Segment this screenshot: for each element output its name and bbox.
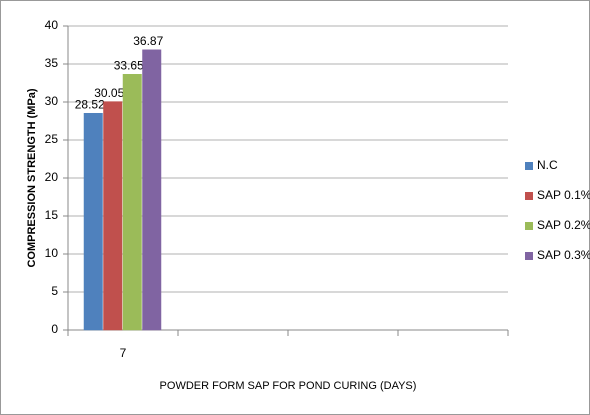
legend-swatch — [525, 252, 533, 260]
legend-label: N.C — [537, 158, 558, 172]
legend-label: SAP 0.1% — [537, 188, 590, 202]
data-label: 30.05 — [94, 86, 124, 100]
legend-swatch — [525, 222, 533, 230]
legend-swatch — [525, 192, 533, 200]
y-tick-label: 40 — [45, 18, 59, 32]
y-tick-label: 30 — [45, 94, 59, 108]
data-label: 33.65 — [114, 58, 144, 72]
y-axis-title: COMPRESSION STRENGTH (MPa) — [26, 88, 38, 267]
legend-swatch — [525, 162, 533, 170]
data-label: 36.87 — [133, 34, 163, 48]
legend-label: SAP 0.2% — [537, 218, 590, 232]
x-axis-title: POWDER FORM SAP FOR POND CURING (DAYS) — [160, 380, 417, 392]
bar — [142, 49, 162, 331]
y-tick-label: 0 — [51, 322, 58, 336]
data-label: 28.52 — [75, 97, 105, 111]
y-tick-label: 5 — [51, 284, 58, 298]
bar — [83, 112, 103, 331]
x-tick-label: 7 — [120, 346, 127, 360]
bar — [103, 101, 123, 331]
y-tick-label: 35 — [45, 56, 59, 70]
bar — [122, 74, 142, 331]
y-tick-label: 15 — [45, 208, 59, 222]
legend-label: SAP 0.3% — [537, 248, 590, 262]
y-tick-label: 10 — [45, 246, 59, 260]
y-tick-label: 20 — [45, 170, 59, 184]
y-tick-label: 25 — [45, 132, 59, 146]
